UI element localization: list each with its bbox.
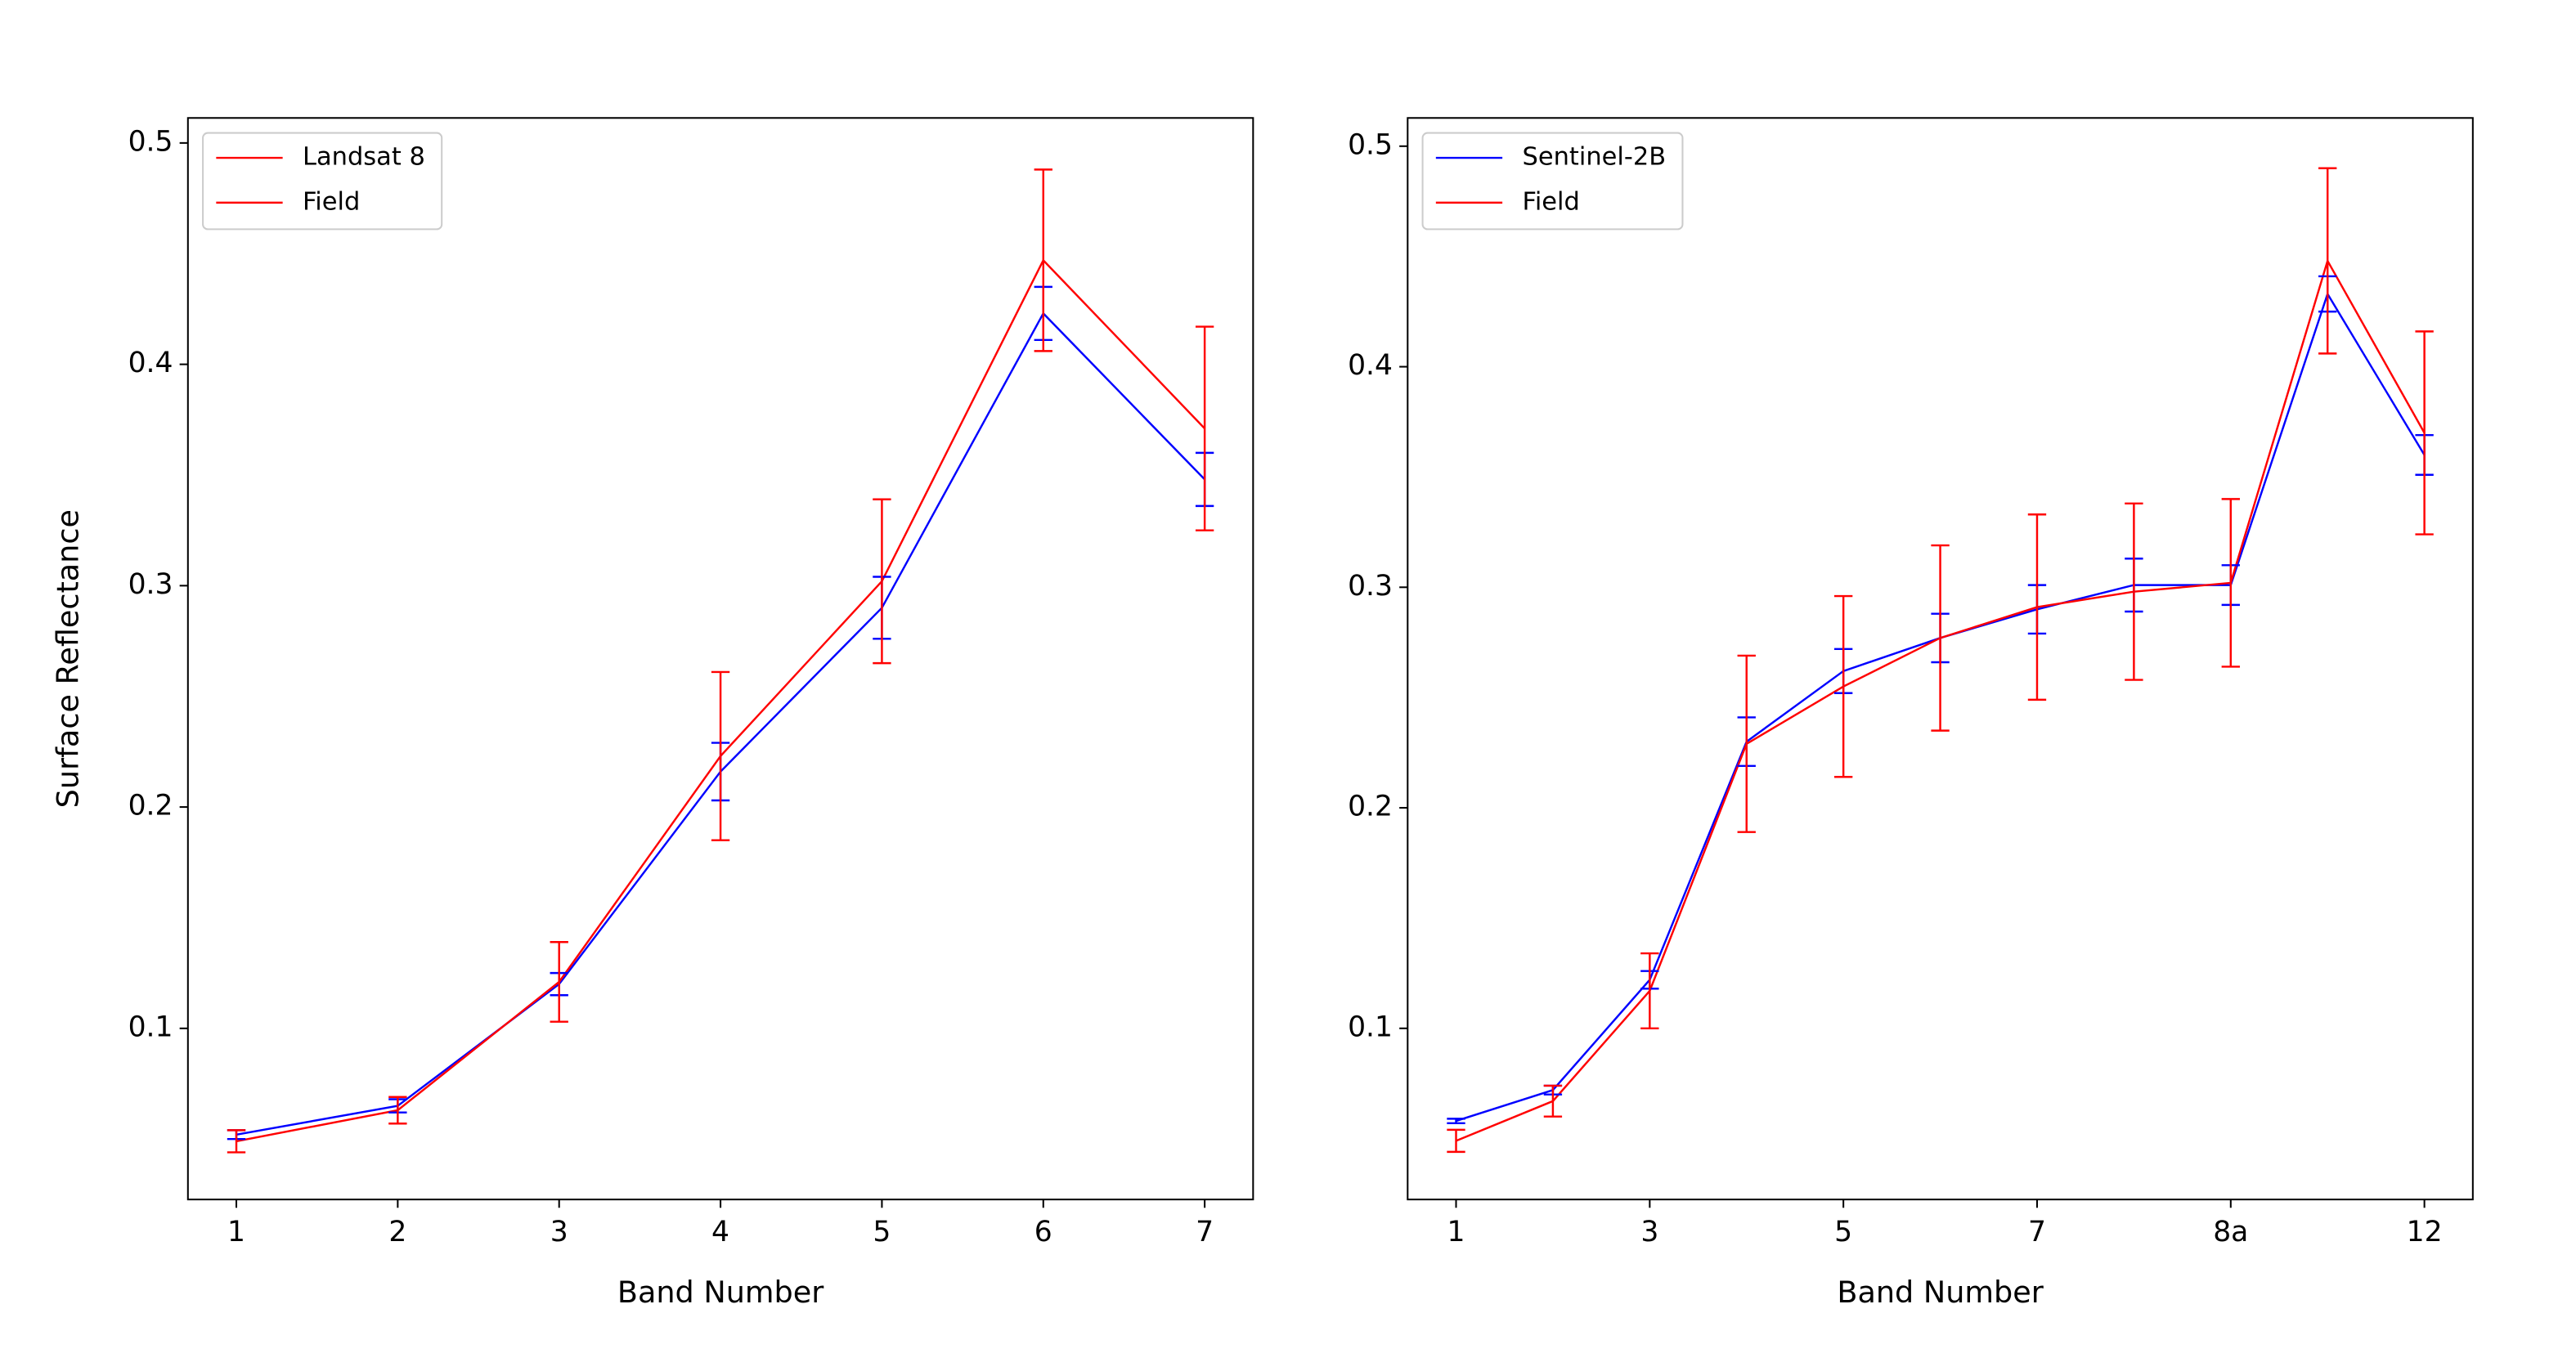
error-bar <box>1034 168 1052 352</box>
x-tick-label: 5 <box>873 1216 891 1248</box>
y-tick-label: 0.4 <box>128 347 173 379</box>
legend: Landsat 8 Field <box>202 132 443 231</box>
x-tick-label: 12 <box>2407 1216 2443 1248</box>
error-bar <box>1833 594 1853 778</box>
error-bar <box>2415 330 2434 536</box>
error-bar <box>1737 654 1756 833</box>
axes-frame <box>186 117 1254 1201</box>
error-bar <box>2221 498 2240 668</box>
x-axis-label: Band Number <box>1837 1275 2044 1310</box>
x-tick-label: 8a <box>2213 1216 2248 1248</box>
error-bar <box>227 1129 246 1154</box>
error-bar <box>2318 167 2337 355</box>
x-tick-label: 1 <box>227 1216 245 1248</box>
x-tick-label: 7 <box>2028 1216 2046 1248</box>
y-tick-label: 0.1 <box>1348 1011 1393 1043</box>
error-bar <box>1447 1118 1465 1125</box>
y-tick-label: 0.3 <box>1348 570 1393 603</box>
y-axis-label: Surface Reflectance <box>51 509 86 808</box>
x-tick-label: 1 <box>1447 1216 1465 1248</box>
subplot: 0.1 0.2 0.3 0.4 0.5 1 2 3 4 5 6 7 Band Number Surface… <box>51 117 1254 1310</box>
legend-label: Sentinel-2B <box>1523 143 1667 172</box>
axes-frame <box>1407 117 2474 1201</box>
error-bar <box>873 498 891 665</box>
legend-label: Field <box>1523 187 1580 216</box>
error-bar <box>550 941 568 1023</box>
x-axis-label: Band Number <box>617 1275 824 1310</box>
y-tick-label: 0.4 <box>1348 349 1393 382</box>
x-tick-label: 3 <box>550 1216 568 1248</box>
error-bar <box>711 670 730 841</box>
legend: Sentinel-2B Field <box>1421 132 1684 231</box>
error-bar <box>1195 325 1214 531</box>
error-bar <box>1543 1084 1563 1118</box>
subplot: 0.1 0.2 0.3 0.4 0.5 1 3 5 7 8a 12 Band Number Sentin… <box>1348 117 2474 1310</box>
legend-label: Landsat 8 <box>303 143 425 172</box>
error-bar <box>388 1096 407 1125</box>
y-tick-label: 0.1 <box>128 1011 173 1043</box>
legend-label: Field <box>303 187 360 216</box>
x-tick-label: 3 <box>1640 1216 1658 1248</box>
error-bar <box>1931 544 1950 732</box>
error-bar <box>1640 952 1659 1030</box>
y-tick-label: 0.2 <box>128 790 173 822</box>
y-tick-label: 0.3 <box>128 568 173 601</box>
error-bar <box>1447 1128 1465 1154</box>
y-tick-label: 0.5 <box>1348 128 1393 161</box>
x-tick-label: 2 <box>388 1216 406 1248</box>
x-tick-label: 5 <box>1834 1216 1852 1248</box>
y-tick-label: 0.5 <box>128 125 173 158</box>
error-bar <box>2027 513 2047 701</box>
x-tick-label: 7 <box>1196 1216 1214 1248</box>
error-bar <box>2125 502 2143 681</box>
y-tick-label: 0.2 <box>1348 791 1393 823</box>
x-tick-label: 6 <box>1034 1216 1052 1248</box>
x-tick-label: 4 <box>711 1216 729 1248</box>
